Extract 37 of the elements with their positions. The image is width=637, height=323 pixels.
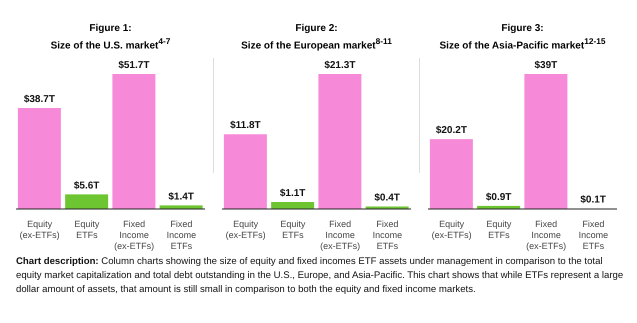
chart-subtitle: Size of the European market$^{8-11}$ — [240, 35, 393, 52]
data-label: $51.7T — [118, 60, 150, 71]
x-tick-label: Fixed Income ETFs — [578, 219, 608, 251]
x-tick-label: Equity (ex-ETFs) — [226, 219, 266, 240]
data-label: $1.1T — [280, 188, 306, 200]
data-label: $39T — [534, 60, 558, 71]
bar — [318, 74, 362, 209]
chart-subtitle: Size of the Asia-Pacific market$^{12-15}$ — [438, 35, 606, 52]
chart-title: Figure 3: — [500, 22, 545, 35]
x-tick-label: Fixed Income (ex-ETFs) — [526, 219, 566, 251]
chart-title: Figure 1: — [88, 22, 133, 35]
data-label: $1.4T — [168, 191, 194, 202]
text: Chart description: Column charts showing the size of equity and fixed incomes ETF assets under management in comparison to the total equity market capitalization and total debt outstanding in the U.S., Europe, and Asia-Pacific. This chart shows that while ETFs represent a large dollar amount of assets, that amount is still small in comparison to both the equity and fixed income markets. — [15, 255, 624, 297]
x-tick-label: Equity (ex-ETFs) — [20, 219, 60, 240]
x-tick-label: Equity ETFs — [74, 219, 100, 240]
bar — [224, 134, 267, 209]
x-tick-label: Fixed Income (ex-ETFs) — [320, 219, 360, 251]
data-label: $38.7T — [24, 94, 55, 105]
data-label: $0.9T — [486, 192, 512, 203]
data-label: $21.3T — [324, 60, 356, 71]
x-tick-label: Fixed Income ETFs — [372, 219, 402, 251]
chart-subtitle: Size of the U.S. market$^{4-7}$ — [50, 35, 172, 52]
data-label: $20.2T — [436, 125, 467, 136]
data-label: $0.1T — [580, 194, 606, 206]
x-tick-label: Equity ETFs — [486, 219, 512, 240]
bar — [65, 194, 108, 209]
x-tick-label: Equity (ex-ETFs) — [432, 219, 472, 240]
bar — [18, 108, 61, 209]
chart-title: Figure 2: — [294, 22, 339, 35]
x-tick-label: Fixed Income ETFs — [166, 219, 196, 251]
data-label: $0.4T — [374, 192, 400, 204]
data-label: $11.8T — [230, 120, 261, 132]
x-tick-label: Fixed Income (ex-ETFs) — [114, 219, 154, 251]
bar — [112, 74, 156, 209]
bar — [271, 202, 314, 209]
data-label: $5.6T — [74, 180, 100, 192]
x-tick-label: Equity ETFs — [280, 219, 306, 240]
